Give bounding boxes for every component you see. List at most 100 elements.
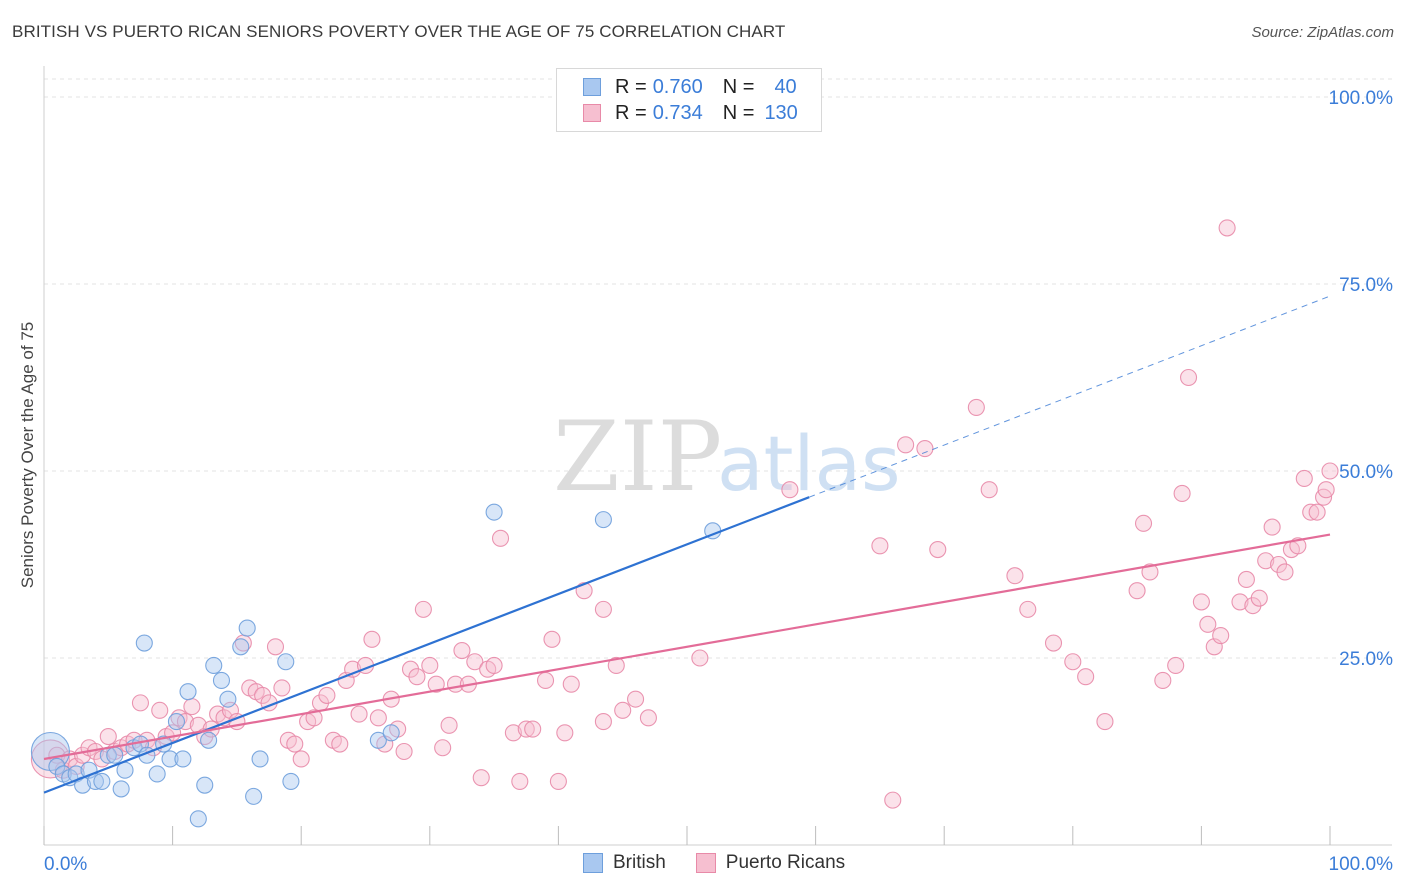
puerto-point — [350, 705, 368, 723]
puerto-point — [897, 436, 915, 454]
puerto-point — [594, 600, 612, 618]
puerto-point — [421, 656, 439, 675]
british-n-label: N = — [722, 75, 755, 98]
puerto-point — [549, 772, 567, 790]
legend-item-puerto[interactable]: Puerto Ricans — [695, 852, 846, 874]
british-point — [282, 772, 300, 790]
british-point — [135, 634, 153, 652]
puerto-point — [1295, 469, 1313, 488]
puerto-point — [1237, 570, 1255, 589]
puerto-point — [607, 656, 625, 675]
puerto-point — [980, 481, 998, 499]
puerto-point — [594, 713, 612, 731]
british-point — [167, 713, 186, 731]
puerto-point — [395, 742, 413, 761]
puerto-point — [1218, 219, 1236, 237]
puerto-point — [1276, 563, 1294, 581]
british-point — [238, 619, 256, 637]
puerto-point — [369, 709, 387, 727]
watermark-atlas: atlas — [717, 419, 901, 508]
puerto-point — [562, 675, 580, 693]
puerto-point — [1212, 627, 1230, 645]
puerto-point — [1321, 462, 1339, 480]
puerto-point — [536, 671, 555, 689]
puerto-point — [1317, 481, 1335, 499]
chart-title: BRITISH VS PUERTO RICAN SENIORS POVERTY … — [12, 22, 786, 41]
puerto-point — [99, 727, 117, 746]
puerto-legend-swatch — [695, 853, 716, 873]
puerto-point — [131, 694, 149, 712]
puerto-point — [1179, 368, 1198, 387]
puerto-point — [614, 701, 632, 719]
puerto-point — [929, 540, 947, 559]
british-r-value: 0.760 — [652, 75, 703, 98]
british-point — [232, 638, 250, 656]
puerto-point — [639, 709, 657, 727]
puerto-point — [491, 529, 510, 547]
british-point — [251, 750, 269, 768]
puerto-point — [183, 698, 201, 716]
puerto-point — [485, 656, 503, 675]
legend-row-british: R = 0.760 N = 40 — [583, 75, 797, 99]
british-point — [196, 776, 214, 794]
puerto-point — [543, 630, 561, 648]
puerto-point — [273, 679, 291, 697]
puerto-point — [1173, 484, 1191, 502]
puerto-point — [1064, 653, 1082, 671]
puerto-point — [1006, 567, 1024, 585]
puerto-point — [517, 720, 535, 738]
british-trend-line — [43, 496, 810, 794]
puerto-point — [151, 701, 169, 719]
puerto-point — [1077, 668, 1095, 686]
british-point — [161, 750, 179, 768]
puerto-point — [305, 709, 323, 727]
puerto-point — [266, 638, 285, 656]
british-point — [93, 772, 111, 790]
puerto-point — [318, 686, 336, 704]
british-point — [245, 787, 263, 805]
british-r-label: R = — [615, 75, 647, 98]
puerto-point — [363, 630, 381, 648]
puerto-point — [472, 769, 490, 787]
correlation-legend: R = 0.760 N = 40 R = 0.734 N = 130 — [556, 68, 822, 132]
puerto-point — [1199, 615, 1217, 633]
puerto-point — [1250, 589, 1268, 607]
british-point — [212, 671, 231, 689]
axes — [43, 66, 1392, 846]
puerto-point — [884, 791, 902, 809]
puerto-trend-line — [43, 533, 1331, 761]
british-point — [277, 653, 295, 671]
puerto-point — [504, 724, 522, 742]
puerto-point — [1167, 656, 1185, 675]
y-axis-title: Seniors Poverty Over the Age of 75 — [18, 321, 37, 589]
puerto-point — [627, 690, 645, 708]
puerto-point — [916, 440, 934, 458]
legend-item-british[interactable]: British — [583, 852, 666, 874]
puerto-point — [408, 668, 426, 686]
y-tick-label: 75.0% — [1339, 275, 1393, 296]
puerto-point — [511, 772, 529, 790]
british-legend-swatch — [583, 853, 603, 873]
british-point — [219, 690, 237, 708]
puerto-point — [1231, 593, 1249, 611]
puerto-point — [1308, 503, 1326, 521]
data-points — [30, 219, 1339, 828]
british-trend-extension — [808, 295, 1331, 498]
british-point — [148, 765, 166, 783]
puerto-point — [691, 649, 709, 667]
puerto-point — [781, 481, 799, 499]
x-tick-label: 0.0% — [44, 854, 87, 875]
puerto-point — [331, 735, 349, 753]
british-point — [112, 780, 130, 798]
puerto-legend-label: Puerto Ricans — [725, 852, 846, 873]
puerto-point — [1128, 582, 1146, 600]
puerto-point — [1257, 552, 1275, 570]
puerto-point — [176, 713, 195, 731]
british-point — [200, 731, 218, 749]
british-point — [179, 683, 197, 701]
british-point — [174, 750, 192, 768]
british-point — [485, 503, 503, 521]
puerto-r-value: 0.734 — [652, 101, 703, 124]
british-legend-label: British — [613, 852, 666, 873]
